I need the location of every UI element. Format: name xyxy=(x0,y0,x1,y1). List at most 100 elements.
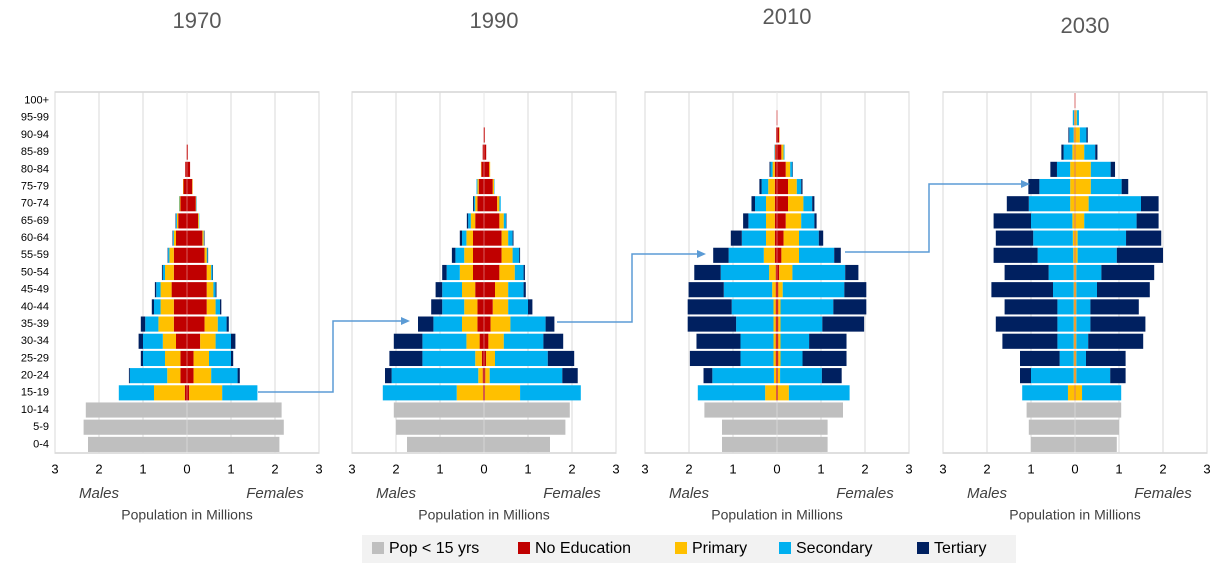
bar-male xyxy=(172,230,174,246)
bar-female xyxy=(781,247,799,263)
bar-male xyxy=(435,282,443,298)
x-tick-label: 3 xyxy=(641,461,648,476)
bar-female xyxy=(777,127,780,143)
bar-male xyxy=(167,368,181,384)
bar-male xyxy=(773,299,776,315)
bar-female xyxy=(217,316,227,332)
bar-male xyxy=(1004,264,1049,281)
x-tick-label: 2 xyxy=(685,461,692,476)
legend-label: No Education xyxy=(535,540,631,557)
bar-female xyxy=(187,282,207,298)
bar-male xyxy=(1073,333,1075,349)
bar-male xyxy=(165,264,174,281)
bar-male xyxy=(184,385,187,401)
bar-female xyxy=(780,368,822,384)
bar-male xyxy=(481,350,484,367)
y-tick-label: 50-54 xyxy=(21,266,49,278)
bar-female xyxy=(788,385,850,401)
bar-female xyxy=(777,333,779,349)
y-tick-label: 55-59 xyxy=(21,249,49,261)
bar-female xyxy=(495,350,548,367)
bar-male xyxy=(455,247,465,263)
bar-female xyxy=(778,282,783,298)
bar-male xyxy=(991,282,1053,298)
bar-male xyxy=(748,213,766,229)
bar-female xyxy=(780,333,810,349)
bar-male xyxy=(730,230,742,246)
bar-male xyxy=(765,385,777,401)
bar-male xyxy=(160,299,174,315)
legend-swatch xyxy=(779,542,791,554)
bar-male xyxy=(773,316,776,332)
bar-male xyxy=(1028,196,1071,212)
bar-female xyxy=(845,264,859,281)
bar-male xyxy=(176,230,187,246)
y-tick-label: 100+ xyxy=(24,95,49,107)
bar-male xyxy=(145,316,159,332)
bar-male xyxy=(1028,178,1040,195)
bar-female xyxy=(780,316,823,332)
bar-female xyxy=(484,213,500,229)
bar-female xyxy=(187,161,191,177)
bar-female xyxy=(1077,230,1127,246)
bar-male xyxy=(704,402,777,418)
bar-male xyxy=(161,264,163,281)
bar-male xyxy=(481,161,484,177)
x-tick-label: 3 xyxy=(905,461,912,476)
bar-female xyxy=(231,333,236,349)
bar-male xyxy=(1072,144,1075,160)
bar-male xyxy=(1004,299,1058,315)
bar-male xyxy=(687,299,732,315)
bar-female xyxy=(1090,316,1146,332)
bar-male xyxy=(1022,385,1068,401)
bar-female xyxy=(206,247,208,263)
bar-female xyxy=(1075,247,1078,263)
bar-male xyxy=(993,213,1031,229)
bar-female xyxy=(834,247,841,263)
bar-female xyxy=(484,282,495,298)
y-tick-label: 10-14 xyxy=(21,404,49,416)
bar-female xyxy=(1075,127,1080,143)
bar-female xyxy=(488,333,504,349)
bar-female xyxy=(211,264,213,281)
bar-female xyxy=(562,368,578,384)
right-axis-label: Females xyxy=(836,485,894,502)
bar-male xyxy=(138,333,143,349)
bar-male xyxy=(128,368,130,384)
bar-male xyxy=(713,247,729,263)
bar-male xyxy=(466,213,469,229)
bar-male xyxy=(171,282,187,298)
bar-female xyxy=(1077,247,1117,263)
bar-female xyxy=(1075,385,1083,401)
bar-female xyxy=(1090,299,1139,315)
bar-male xyxy=(173,230,176,246)
right-axis-label: Females xyxy=(1134,485,1192,502)
x-tick-label: 2 xyxy=(1159,461,1166,476)
bar-female xyxy=(215,299,220,315)
bar-male xyxy=(407,436,484,452)
bar-female xyxy=(1088,196,1141,212)
bar-male xyxy=(1073,282,1075,298)
bar-female xyxy=(512,230,514,246)
bar-female xyxy=(1075,333,1077,349)
bar-female xyxy=(777,299,779,315)
bar-male xyxy=(775,264,777,281)
bar-female xyxy=(485,368,490,384)
bar-female xyxy=(777,161,786,177)
bar-male xyxy=(743,213,749,229)
bar-female xyxy=(187,230,203,246)
bar-female xyxy=(833,299,867,315)
bar-female xyxy=(1075,282,1077,298)
bar-female xyxy=(1075,264,1077,281)
bar-female xyxy=(1075,213,1085,229)
bar-male xyxy=(464,299,478,315)
bar-male xyxy=(1059,350,1074,367)
bar-female xyxy=(778,299,781,315)
bar-female xyxy=(1082,385,1122,401)
bar-male xyxy=(1031,368,1074,384)
bar-male xyxy=(462,230,467,246)
bar-male xyxy=(476,178,478,195)
y-tick-label: 40-44 xyxy=(21,301,49,313)
bar-female xyxy=(187,385,190,401)
bar-male xyxy=(774,196,777,212)
